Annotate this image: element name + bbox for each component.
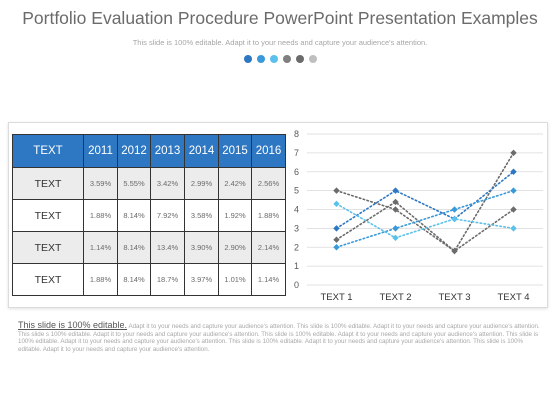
decorative-dot: [256, 55, 265, 63]
y-tick-label: 2: [294, 242, 299, 252]
data-point: [333, 225, 340, 232]
series-line: [335, 203, 515, 239]
table-cell: 13.4%: [150, 231, 185, 264]
data-table: TEXT 2011 2012 2013 2014 2015 2016 TEXT …: [12, 134, 286, 296]
data-point: [392, 187, 399, 194]
footer-body: Adapt it to your needs and capture your …: [18, 323, 540, 353]
table-cell: 2.14%: [251, 231, 286, 264]
table-cell: 3.42%: [150, 167, 185, 200]
data-point: [451, 247, 458, 255]
table-cell: 1.14%: [251, 263, 286, 296]
y-tick-label: 8: [294, 129, 299, 139]
table-cell: 8.14%: [117, 231, 151, 264]
table-header-row: TEXT 2011 2012 2013 2014 2015 2016: [12, 134, 286, 168]
data-point: [392, 225, 399, 232]
data-point: [392, 206, 399, 213]
footer-lead: This slide is 100% editable.: [18, 320, 128, 330]
table-cell: 5.55%: [117, 167, 151, 200]
table-header-cell: 2016: [251, 134, 286, 168]
table-row: TEXT 1.14% 8.14% 13.4% 3.90% 2.90% 2.14%: [12, 231, 286, 264]
data-point: [510, 187, 517, 194]
decorative-dot: [243, 55, 252, 63]
data-point: [451, 206, 458, 213]
data-point: [333, 200, 340, 208]
y-tick-label: 3: [294, 223, 299, 233]
table-header-cell: 2011: [83, 134, 118, 168]
table-row-label: TEXT: [12, 231, 84, 264]
table-header-cell: 2015: [218, 134, 252, 168]
y-tick-label: 6: [294, 167, 299, 177]
slide-title: Portfolio Evaluation Procedure PowerPoin…: [22, 8, 538, 28]
decorative-dot: [282, 55, 291, 63]
table-cell: 8.14%: [117, 263, 151, 296]
data-point: [510, 206, 517, 213]
series-line: [335, 189, 515, 249]
x-tick-label: TEXT 2: [379, 292, 411, 303]
data-point: [392, 234, 399, 242]
table-cell: 1.14%: [83, 231, 118, 264]
data-point: [392, 198, 399, 206]
data-point: [510, 225, 517, 232]
x-tick-label: TEXT 3: [438, 292, 470, 303]
data-point: [333, 236, 340, 243]
table-header-cell: TEXT: [12, 134, 84, 168]
series-line: [335, 170, 515, 230]
data-point: [510, 149, 517, 157]
table-cell: 18.7%: [150, 263, 185, 296]
y-tick-label: 4: [294, 205, 299, 215]
y-tick-label: 0: [294, 280, 299, 290]
footer-text: This slide is 100% editable. Adapt it to…: [18, 320, 548, 353]
series-line: [335, 152, 515, 253]
slide-subtitle: This slide is 100% editable. Adapt it to…: [132, 38, 428, 47]
y-tick-label: 5: [294, 186, 299, 196]
table-row-label: TEXT: [12, 263, 84, 296]
table-cell: 1.01%: [218, 263, 252, 296]
decorative-dot: [308, 55, 317, 63]
table-header-cell: 2014: [184, 134, 219, 168]
table-row: TEXT 1.88% 8.14% 18.7% 3.97% 1.01% 1.14%: [12, 263, 286, 296]
y-tick-label: 1: [294, 261, 299, 271]
data-point: [333, 244, 340, 251]
table-cell: 2.99%: [184, 167, 219, 200]
table-cell: 1.88%: [83, 263, 118, 296]
x-tick-label: TEXT 4: [497, 292, 529, 303]
data-point: [451, 215, 458, 223]
table-cell: 2.42%: [218, 167, 252, 200]
decorative-dot: [295, 55, 304, 63]
table-row: TEXT 3.59% 5.55% 3.42% 2.99% 2.42% 2.56%: [12, 167, 286, 200]
data-point: [510, 168, 517, 175]
table-cell: 3.97%: [184, 263, 219, 296]
y-tick-label: 7: [294, 148, 299, 158]
table-row-label: TEXT: [12, 199, 84, 232]
series-line: [335, 189, 515, 253]
table-cell: 2.90%: [218, 231, 252, 264]
x-tick-label: TEXT 1: [320, 292, 352, 303]
decorative-dot: [269, 55, 278, 63]
table-row-label: TEXT: [12, 167, 84, 200]
decorative-dots: [0, 55, 560, 65]
data-point: [333, 187, 340, 194]
